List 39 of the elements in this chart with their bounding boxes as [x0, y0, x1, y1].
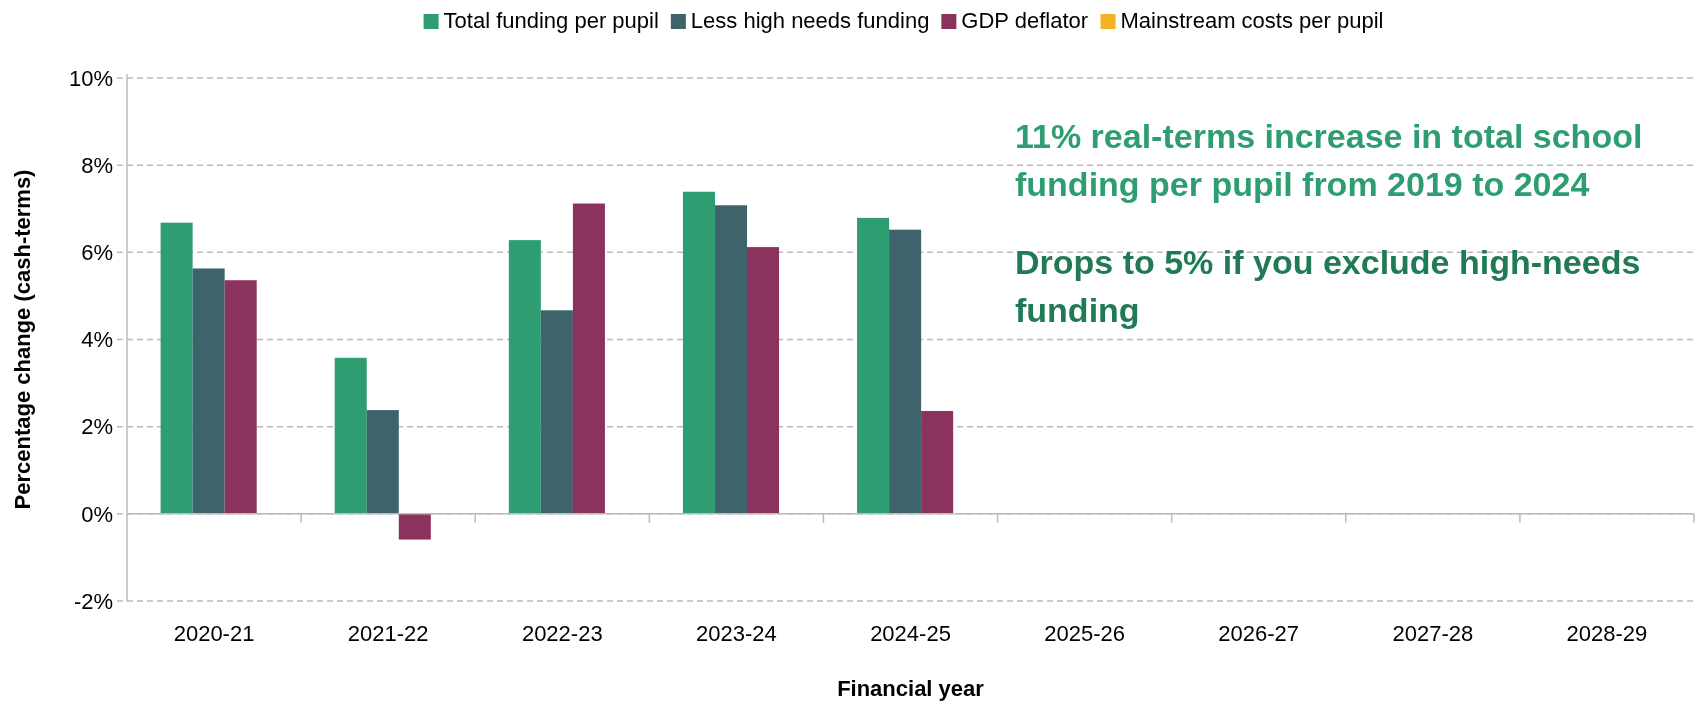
y-tick-label: 0%	[81, 501, 113, 527]
bar	[160, 222, 193, 514]
bar	[398, 513, 431, 540]
bar	[857, 217, 890, 514]
y-tick-label: 10%	[68, 65, 113, 91]
bar	[334, 357, 367, 514]
x-tick-label: 2026-27	[1218, 621, 1300, 646]
bar	[889, 229, 922, 514]
bar	[508, 240, 541, 514]
y-tick-label: -2%	[73, 588, 113, 614]
y-tick-label: 6%	[81, 240, 113, 266]
bar	[540, 310, 573, 514]
bar	[682, 191, 715, 514]
x-tick-label: 2021-22	[347, 621, 429, 646]
x-tick-label: 2028-29	[1566, 621, 1648, 646]
bar	[192, 268, 225, 514]
x-tick-label: 2022-23	[521, 621, 603, 646]
bar	[224, 280, 257, 514]
legend-label: Mainstream costs per pupil	[1120, 8, 1384, 33]
y-axis-title: Percentage change (cash-terms)	[10, 169, 35, 510]
bar	[366, 410, 399, 514]
x-tick-label: 2023-24	[696, 621, 777, 646]
legend-label: Less high needs funding	[690, 8, 930, 33]
y-tick-label: 2%	[81, 414, 113, 440]
legend-label: Total funding per pupil	[443, 8, 659, 33]
bar	[921, 410, 954, 514]
y-tick-label: 8%	[81, 152, 113, 178]
annotation: Drops to 5% if you exclude high-needs funding	[1015, 243, 1641, 329]
annotation: 11% real-terms increase in total school funding per pupil from 2019 to 2024	[1015, 117, 1643, 203]
bar	[572, 203, 605, 514]
legend-label: GDP deflator	[961, 8, 1089, 33]
x-tick-label: 2025-26	[1044, 621, 1125, 646]
x-tick-label: 2020-21	[173, 621, 255, 646]
x-tick-label: 2024-25	[870, 621, 951, 646]
bar	[747, 247, 780, 514]
bar	[714, 205, 748, 514]
x-tick-label: 2027-28	[1392, 621, 1474, 646]
x-axis-title: Financial year	[837, 676, 985, 701]
y-tick-label: 4%	[81, 327, 113, 353]
